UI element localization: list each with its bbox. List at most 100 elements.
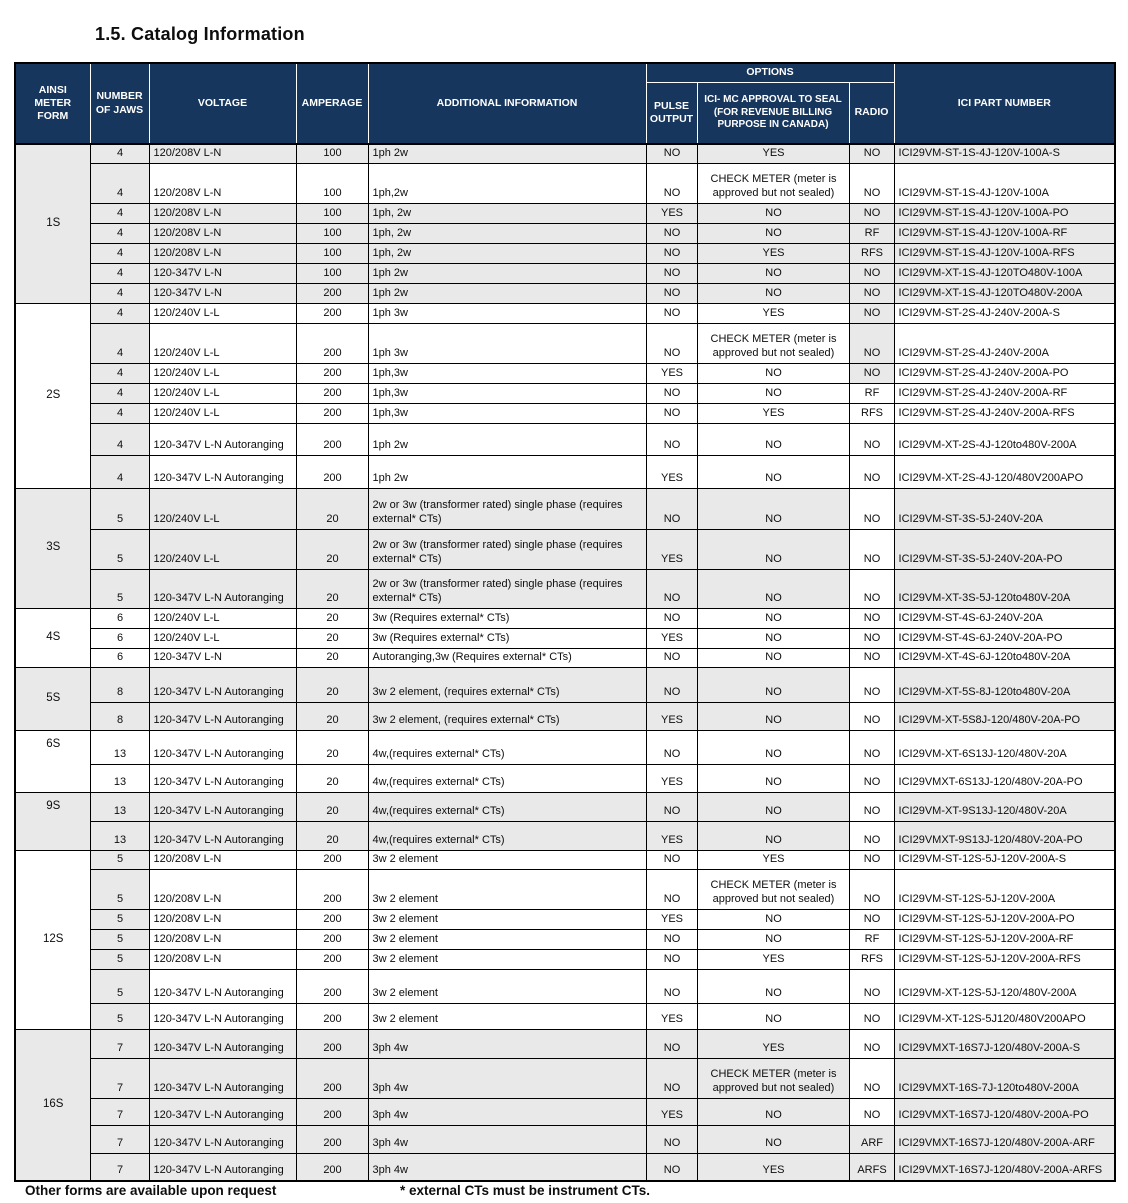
additional-info-cell: 3w 2 element bbox=[367, 1002, 647, 1030]
pulse-output-cell: NO bbox=[645, 242, 698, 264]
pulse-output-cell: NO bbox=[645, 568, 698, 609]
additional-info-cell: 4w,(requires external* CTs) bbox=[367, 763, 647, 793]
approval-cell: NO bbox=[696, 968, 850, 1004]
voltage-cell: 120/208V L-N bbox=[148, 908, 297, 930]
table-row: 4 120/240V L-L 200 1ph 3w NO CHECK METER (met… bbox=[15, 322, 1116, 364]
additional-info-cell: 1ph,3w bbox=[367, 402, 647, 424]
pulse-output-cell: NO bbox=[645, 1152, 698, 1182]
amperage-cell: 100 bbox=[295, 162, 369, 204]
pulse-output-cell: NO bbox=[645, 222, 698, 244]
pulse-output-cell: NO bbox=[645, 729, 698, 765]
voltage-cell: 120-347V L-N Autoranging bbox=[148, 666, 297, 703]
voltage-cell: 120/208V L-N bbox=[148, 849, 297, 870]
amperage-cell: 100 bbox=[295, 242, 369, 264]
part-number-cell: ICI29VM-ST-2S-4J-240V-200A-PO bbox=[893, 362, 1116, 384]
pulse-output-cell: NO bbox=[645, 322, 698, 364]
table-row: 13 120-347V L-N Autoranging 20 4w,(requires… bbox=[15, 820, 1116, 851]
additional-info-cell: 2w or 3w (transformer rated) single phas… bbox=[367, 568, 647, 609]
voltage-cell: 120-347V L-N Autoranging bbox=[148, 454, 297, 489]
approval-cell: NO bbox=[696, 791, 850, 822]
amperage-cell: 200 bbox=[295, 422, 369, 456]
table-row: 3S 5 120/240V L-L 20 2w or 3w (transformer r… bbox=[14, 487, 1116, 609]
table-row: 7 120-347V L-N Autoranging 200 3ph 4w YES NO N… bbox=[15, 1097, 1116, 1126]
additional-info-cell: 3ph 4w bbox=[367, 1152, 647, 1182]
jaws-cell: 4 bbox=[89, 422, 150, 456]
additional-info-cell: 3ph 4w bbox=[367, 1057, 647, 1099]
radio-cell: RF bbox=[848, 222, 895, 244]
part-number-cell: ICI29VM-ST-4S-6J-240V-20A bbox=[893, 607, 1116, 629]
approval-cell: CHECK METER (meter is approved but not s… bbox=[696, 1057, 850, 1099]
amperage-cell: 200 bbox=[295, 868, 369, 910]
pulse-output-cell: YES bbox=[645, 820, 698, 851]
form-cell: 3S bbox=[14, 487, 91, 609]
radio-cell: NO bbox=[848, 1057, 895, 1099]
radio-cell: ARF bbox=[848, 1124, 895, 1154]
radio-cell: NO bbox=[848, 647, 895, 668]
voltage-cell: 120/208V L-N bbox=[148, 202, 297, 224]
amperage-cell: 20 bbox=[295, 568, 369, 609]
pulse-output-cell: NO bbox=[645, 487, 698, 530]
pulse-output-cell: NO bbox=[645, 302, 698, 324]
additional-info-cell: 4w,(requires external* CTs) bbox=[367, 729, 647, 765]
additional-info-cell: 1ph,2w bbox=[367, 162, 647, 204]
form-cell: 4S bbox=[14, 607, 91, 668]
radio-cell: NO bbox=[848, 143, 895, 164]
part-number-cell: ICI29VM-ST-1S-4J-120V-100A-RF bbox=[893, 222, 1116, 244]
radio-cell: NO bbox=[848, 487, 895, 530]
jaws-cell: 5 bbox=[89, 948, 150, 970]
approval-cell: NO bbox=[696, 202, 850, 224]
voltage-cell: 120/240V L-L bbox=[148, 382, 297, 404]
pulse-output-cell: NO bbox=[645, 647, 698, 668]
amperage-cell: 200 bbox=[295, 1097, 369, 1126]
amperage-cell: 200 bbox=[295, 1028, 369, 1059]
voltage-cell: 120-347V L-N Autoranging bbox=[148, 422, 297, 456]
pulse-output-cell: NO bbox=[645, 791, 698, 822]
amperage-cell: 200 bbox=[295, 382, 369, 404]
additional-info-cell: Autoranging,3w (Requires external* CTs) bbox=[367, 647, 647, 668]
amperage-cell: 20 bbox=[295, 607, 369, 629]
jaws-cell: 8 bbox=[89, 666, 150, 703]
radio-cell: NO bbox=[848, 422, 895, 456]
amperage-cell: 20 bbox=[295, 729, 369, 765]
catalog-table: AINSI METER FORM NUMBER OF JAWS VOLTAGE … bbox=[14, 62, 1117, 1182]
pulse-output-cell: NO bbox=[645, 1124, 698, 1154]
additional-info-cell: 3ph 4w bbox=[367, 1124, 647, 1154]
voltage-cell: 120/208V L-N bbox=[148, 162, 297, 204]
table-row: 5S 8 120-347V L-N Autoranging 20 3w 2 elemen… bbox=[14, 666, 1116, 731]
additional-info-cell: 3w 2 element bbox=[367, 908, 647, 930]
part-number-cell: ICI29VM-ST-1S-4J-120V-100A-PO bbox=[893, 202, 1116, 224]
part-number-cell: ICI29VM-ST-1S-4J-120V-100A-S bbox=[893, 143, 1116, 164]
part-number-cell: ICI29VMXT-6S13J-120/480V-20A-PO bbox=[893, 763, 1116, 793]
approval-cell: NO bbox=[696, 487, 850, 530]
voltage-cell: 120/208V L-N bbox=[148, 222, 297, 244]
radio-cell: RF bbox=[848, 382, 895, 404]
voltage-cell: 120-347V L-N bbox=[148, 262, 297, 284]
part-number-cell: ICI29VMXT-16S7J-120/480V-200A-S bbox=[893, 1028, 1116, 1059]
part-number-cell: ICI29VMXT-16S7J-120/480V-200A-PO bbox=[893, 1097, 1116, 1126]
part-number-cell: ICI29VM-XT-1S-4J-120TO480V-200A bbox=[893, 282, 1116, 304]
part-number-cell: ICI29VMXT-16S7J-120/480V-200A-ARFS bbox=[893, 1152, 1116, 1182]
radio-cell: NO bbox=[848, 763, 895, 793]
voltage-cell: 120-347V L-N Autoranging bbox=[148, 1002, 297, 1030]
approval-cell: NO bbox=[696, 222, 850, 244]
jaws-cell: 4 bbox=[89, 302, 150, 324]
approval-cell: NO bbox=[696, 568, 850, 609]
jaws-cell: 4 bbox=[89, 402, 150, 424]
voltage-cell: 120-347V L-N Autoranging bbox=[148, 729, 297, 765]
jaws-cell: 4 bbox=[89, 322, 150, 364]
radio-cell: NO bbox=[848, 1097, 895, 1126]
amperage-cell: 20 bbox=[295, 666, 369, 703]
jaws-cell: 8 bbox=[89, 701, 150, 731]
radio-cell: RFS bbox=[848, 402, 895, 424]
jaws-cell: 6 bbox=[89, 647, 150, 668]
amperage-cell: 200 bbox=[295, 908, 369, 930]
radio-cell: NO bbox=[848, 1028, 895, 1059]
radio-cell: NO bbox=[848, 322, 895, 364]
approval-cell: CHECK METER (meter is approved but not s… bbox=[696, 868, 850, 910]
pulse-output-cell: NO bbox=[645, 948, 698, 970]
radio-cell: NO bbox=[848, 627, 895, 649]
amperage-cell: 200 bbox=[295, 1002, 369, 1030]
pulse-output-cell: NO bbox=[645, 402, 698, 424]
table-row: 7 120-347V L-N Autoranging 200 3ph 4w NO NO AR… bbox=[15, 1124, 1116, 1154]
header-additional-information: ADDITIONAL INFORMATION bbox=[367, 62, 647, 145]
